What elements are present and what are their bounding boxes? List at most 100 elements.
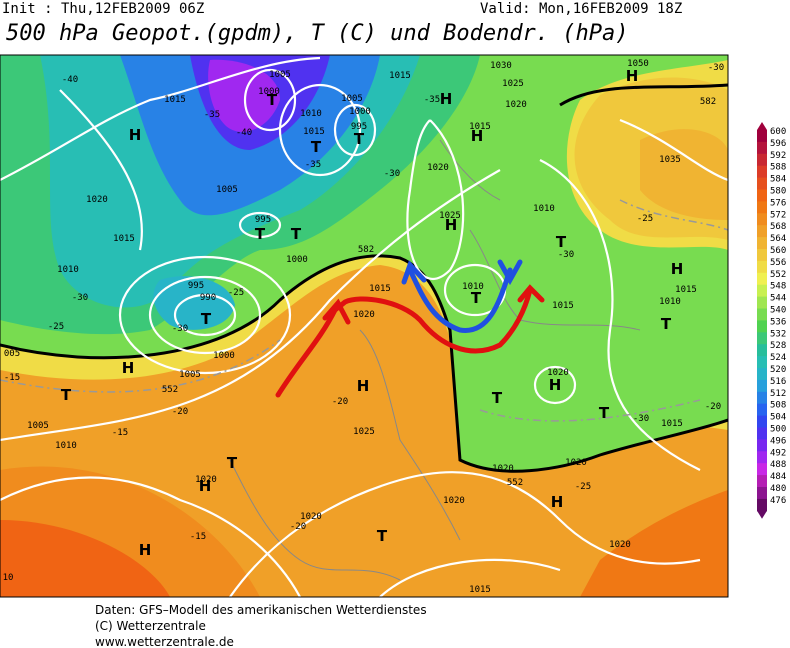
colorbar-label: 524: [770, 353, 786, 363]
colorbar-label: 568: [770, 222, 786, 232]
pressure-center-label: T: [227, 454, 238, 472]
colorbar-swatch: [757, 403, 767, 417]
contour-label: 582: [358, 245, 374, 255]
contour-label: -15: [112, 428, 128, 438]
colorbar-swatch: [757, 165, 767, 179]
colorbar-swatch: [757, 463, 767, 476]
colorbar-swatch: [757, 320, 767, 333]
colorbar-swatch: [757, 130, 767, 143]
contour-label: 1020: [427, 163, 449, 173]
contour-label: 1015: [469, 122, 491, 132]
pressure-center-label: T: [471, 289, 482, 307]
colorbar-swatch: [757, 177, 767, 190]
colorbar-label: 492: [770, 448, 786, 458]
colorbar-label: 552: [770, 270, 786, 280]
colorbar-label: 580: [770, 187, 786, 197]
colorbar-swatch: [757, 201, 767, 214]
contour-label: 1025: [439, 211, 461, 221]
contour-label: -30: [633, 414, 649, 424]
pressure-center-label: H: [129, 126, 142, 144]
pressure-center-label: H: [551, 493, 564, 511]
colorbar-swatch: [757, 296, 767, 309]
colorbar-swatch: [757, 487, 767, 500]
colorbar-swatch: [757, 153, 767, 167]
colorbar-label: 560: [770, 246, 786, 256]
colorbar-label: 596: [770, 139, 786, 149]
contour-label: 990: [200, 293, 216, 303]
contour-label: 582: [700, 97, 716, 107]
contour-label: 1020: [300, 512, 322, 522]
pressure-center-label: T: [291, 225, 302, 243]
contour-label: 1010: [533, 204, 555, 214]
contour-label: -40: [62, 75, 78, 85]
contour-label: 005: [4, 349, 20, 359]
pressure-center-label: H: [440, 90, 453, 108]
colorbar-label: 544: [770, 294, 786, 304]
colorbar-label: 480: [770, 484, 786, 494]
pressure-center-label: T: [492, 389, 503, 407]
contour-label: 1015: [303, 127, 325, 137]
colorbar-swatch: [757, 308, 767, 321]
contour-label: 1020: [547, 368, 569, 378]
colorbar-label: 500: [770, 425, 786, 435]
map: [0, 55, 728, 597]
colorbar-tip: [757, 510, 767, 519]
pressure-center-label: T: [354, 130, 365, 148]
colorbar-label: 504: [770, 413, 786, 423]
pressure-center-label: H: [357, 377, 370, 395]
contour-label: -40: [236, 128, 252, 138]
contour-label: -25: [637, 214, 653, 224]
pressure-center-label: H: [139, 541, 152, 559]
colorbar-swatch: [757, 284, 767, 298]
colorbar-label: 536: [770, 317, 786, 327]
colorbar-label: 584: [770, 175, 786, 185]
pressure-center-label: T: [377, 527, 388, 545]
contour-label: 1020: [565, 458, 587, 468]
contour-label: 1025: [502, 79, 524, 89]
contour-label: 1015: [389, 71, 411, 81]
contour-label: -30: [72, 293, 88, 303]
contour-label: 1000: [286, 255, 308, 265]
contour-label: 1020: [443, 496, 465, 506]
contour-label: 1030: [490, 61, 512, 71]
contour-label: 995: [255, 215, 271, 225]
pressure-center-label: T: [311, 138, 322, 156]
contour-label: 1020: [353, 310, 375, 320]
pressure-center-label: H: [671, 260, 684, 278]
contour-label: 1020: [609, 540, 631, 550]
contour-label: 1050: [627, 59, 649, 69]
contour-label: 1015: [369, 284, 391, 294]
map-title: 500 hPa Geopot.(gpdm), T (C) und Bodendr…: [6, 21, 629, 46]
contour-label: 1005: [216, 185, 238, 195]
valid-time: Valid: Mon,16FEB2009 18Z: [480, 1, 682, 17]
colorbar-tip: [757, 122, 767, 130]
colorbar-swatch: [757, 368, 767, 381]
pressure-center-label: T: [267, 91, 278, 109]
colorbar-swatch: [757, 427, 767, 440]
contour-label: -15: [190, 532, 206, 542]
contour-label: -30: [708, 63, 724, 73]
contour-label: 1000: [213, 351, 235, 361]
colorbar-label: 592: [770, 151, 786, 161]
contour-label: 1000: [349, 107, 371, 117]
contour-label: 1010: [55, 441, 77, 451]
contour-label: -20: [172, 407, 188, 417]
colorbar-label: 488: [770, 460, 786, 470]
contour-label: 10: [3, 573, 14, 583]
colorbar-swatch: [757, 225, 767, 238]
contour-label: -25: [228, 288, 244, 298]
contour-label: 995: [188, 281, 204, 291]
contour-label: 1010: [659, 297, 681, 307]
colorbar-label: 564: [770, 234, 786, 244]
contour-label: -20: [332, 397, 348, 407]
contour-label: -20: [705, 402, 721, 412]
contour-label: 1015: [469, 585, 491, 595]
colorbar-swatch: [757, 141, 767, 155]
colorbar-label: 508: [770, 401, 786, 411]
contour-label: -20: [290, 522, 306, 532]
colorbar-label: 516: [770, 377, 786, 387]
contour-label: 1010: [57, 265, 79, 275]
colorbar-label: 588: [770, 163, 786, 173]
contour-label: 1035: [659, 155, 681, 165]
